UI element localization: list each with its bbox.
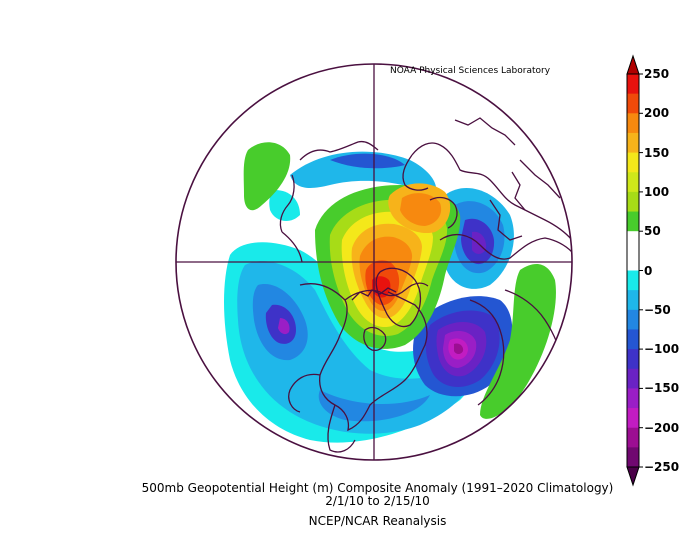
anomaly-field: [176, 64, 572, 460]
colorbar-tick-label: 0: [644, 263, 653, 278]
colorbar-tick-label: −50: [644, 302, 671, 317]
colorbar-segment: [627, 113, 639, 134]
colorbar-tick-label: −100: [644, 342, 680, 357]
colorbar-segment: [627, 329, 639, 350]
colorbar-segment: [627, 132, 639, 154]
colorbar-tick-label: −200: [644, 420, 680, 435]
map-boundary: [175, 63, 573, 461]
colorbar-segment: [627, 93, 639, 114]
ridge-north-africa: [480, 264, 556, 419]
colorbar-segment: [627, 427, 639, 448]
colorbar: [626, 54, 643, 487]
colorbar-segment: [627, 368, 639, 389]
colorbar-segment: [627, 388, 639, 409]
colorbar-tick-label: 100: [644, 184, 670, 199]
map-caption-source: NCEP/NCAR Reanalysis: [308, 514, 447, 528]
colorbar-segment: [627, 211, 639, 232]
colorbar-tick-label: 200: [644, 106, 670, 121]
colorbar-min-arrow: [626, 466, 640, 487]
colorbar-segment: [627, 270, 639, 291]
colorbar-segment: [627, 231, 639, 252]
credit-text: NOAA Physical Sciences Laboratory: [390, 66, 551, 76]
colorbar-segment: [627, 152, 639, 173]
colorbar-segment: [627, 172, 639, 193]
colorbar-segment: [627, 349, 639, 370]
colorbar-tick-label: 150: [644, 145, 670, 160]
colorbar-max-arrow: [626, 54, 640, 75]
colorbar-tick-label: 50: [644, 224, 661, 239]
colorbar-segment: [627, 250, 639, 271]
colorbar-tick-label: −150: [644, 381, 680, 396]
colorbar-segment: [627, 447, 639, 468]
map-caption-title: 500mb Geopotential Height (m) Composite …: [141, 481, 614, 495]
colorbar-tick-label: 250: [644, 67, 670, 81]
colorbar-segment: [627, 290, 639, 311]
colorbar-segment: [627, 74, 639, 95]
coastlines: [279, 117, 572, 453]
graticule: [176, 64, 572, 460]
map-caption-dates: 2/1/10 to 2/15/10: [325, 494, 430, 508]
colorbar-segment: [627, 191, 639, 213]
colorbar-segment: [627, 408, 639, 429]
colorbar-tick-label: −250: [644, 460, 680, 474]
colorbar-segment: [627, 309, 639, 330]
